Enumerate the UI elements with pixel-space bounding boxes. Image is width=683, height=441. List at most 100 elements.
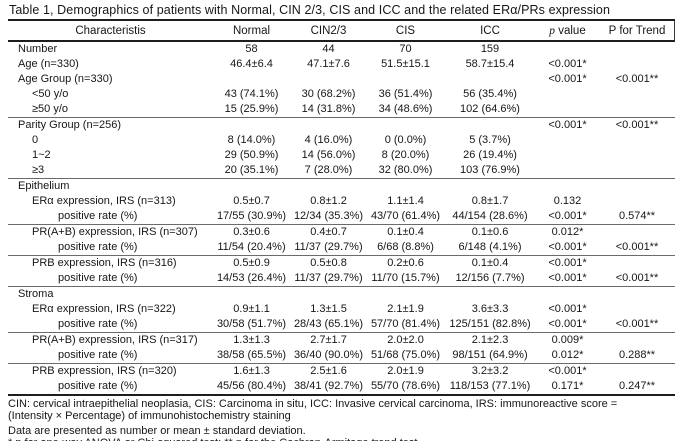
table-row: positive rate (%) 14/53 (26.4%) 11/37 (29.… [8,271,675,286]
cell-cis: 2.0±2.0 [387,334,424,346]
table-row: Age (n=330) 46.4±6.4 47.1±7.6 51.5±15.1 58.7… [8,57,675,72]
cell-p-value: <0.001* [548,73,587,85]
cell-p-value: <0.001* [548,272,587,284]
cell-p-value [536,179,599,194]
table-row: Stroma [8,286,675,302]
cell-icc: 102 (64.6%) [460,103,520,115]
cell-cin23: 1.3±1.5 [310,303,347,315]
cell-p-for-trend: 0.574** [618,210,656,222]
table-row: PR(A+B) expression, IRS (n=307) 0.3±0.6 0.… [8,224,675,240]
cell-cis: 8 (20.0%) [381,149,430,161]
cell-cis [367,179,444,194]
cell-p-for-trend: <0.001** [615,119,659,131]
row-label: PR(A+B) expression, IRS (n=307) [32,226,198,238]
row-label: Stroma [18,288,54,300]
cell-icc: 3.6±3.3 [471,303,509,315]
column-header-p-for-trend: P for Trend [608,24,666,37]
cell-cin23: 11/37 (29.7%) [294,272,363,284]
cell-p-for-trend [599,302,675,317]
cell-normal: 0.5±0.7 [233,195,270,207]
cell-normal: 58 [245,43,258,55]
cell-p-value: <0.001* [548,303,587,315]
cell-p-value [536,148,599,163]
cell-p-for-trend [599,194,675,209]
cell-cis: 2.0±1.9 [387,365,424,377]
cell-normal: 11/54 (20.4%) [217,241,286,253]
cell-icc: 118/153 (77.1%) [449,380,531,392]
cell-cin23: 4 (16.0%) [304,134,353,146]
table-row: 0 8 (14.0%) 4 (16.0%) 0 (0.0%) 5 (3.7%) [8,133,675,148]
table-row: positive rate (%) 30/58 (51.7%) 28/43 (65.… [8,317,675,332]
cell-normal: 0.3±0.6 [233,226,270,238]
cell-icc: 0.8±1.7 [471,195,509,207]
table-title: Table 1, Demographics of patients with N… [8,0,675,21]
cell-p-value: 0.012* [551,226,584,238]
cell-p-value [536,163,599,178]
cell-p-value: <0.001* [548,257,587,269]
row-label: 1~2 [32,149,51,161]
table-row: PRB expression, IRS (n=320) 1.6±1.3 2.5±1.… [8,363,675,379]
table-row: positive rate (%) 17/55 (30.9%) 12/34 (35.… [8,209,675,224]
row-label: PRB expression, IRS (n=320) [32,365,177,377]
column-header-characteristics: Characteristis [75,24,146,37]
cell-normal: 29 (50.9%) [224,149,279,161]
cell-p-value [536,42,599,57]
cell-p-for-trend: <0.001** [615,318,659,330]
table-row: ERα expression, IRS (n=313) 0.5±0.7 0.8±1.… [8,194,675,209]
cell-normal: 1.6±1.3 [233,365,270,377]
cell-icc [444,287,536,302]
cell-cin23: 0.8±1.2 [310,195,347,207]
cell-normal [213,72,290,87]
cell-cis: 43/70 (61.4%) [370,210,441,222]
cell-normal: 38/58 (65.5%) [216,349,287,361]
cell-cin23: 36/40 (90.0%) [293,349,364,361]
cell-icc: 44/154 (28.6%) [452,210,528,222]
cell-p-for-trend [599,87,675,102]
cell-p-value [536,133,599,148]
cell-normal [213,118,290,133]
cell-icc: 159 [480,43,500,55]
cell-p-for-trend [599,57,675,72]
cell-icc: 3.2±3.2 [471,365,509,377]
row-label: PR(A+B) expression, IRS (n=317) [32,334,198,346]
table-row: <50 y/o 43 (74.1%) 30 (68.2%) 36 (51.4%) 56 … [8,87,675,102]
cell-cis [367,118,444,133]
cell-p-for-trend [599,133,675,148]
cell-cis: 1.1±1.4 [387,195,424,207]
cell-normal: 15 (25.9%) [224,103,279,115]
row-label: positive rate (%) [58,241,138,253]
cell-p-value: <0.001* [548,365,587,377]
cell-p-for-trend [599,225,675,240]
table-row: PRB expression, IRS (n=316) 0.5±0.9 0.5±0.… [8,255,675,271]
cell-normal: 45/56 (80.4%) [216,380,287,392]
table-row: ERα expression, IRS (n=322) 0.9±1.1 1.3±1.… [8,302,675,317]
table-body: Number 58 44 70 159 Age (n=330) 46.4±6.4 47.1±7… [8,42,675,396]
row-label: ERα expression, IRS (n=313) [32,195,176,207]
footnote-abbreviations-line1: CIN: cervical intraepithelial neoplasia,… [8,398,618,410]
row-label: positive rate (%) [58,380,138,392]
cell-p-value [536,287,599,302]
cell-p-for-trend: 0.247** [618,380,656,392]
table-row: positive rate (%) 38/58 (65.5%) 36/40 (90.… [8,348,675,363]
cell-p-for-trend: 0.288** [618,349,656,361]
cell-icc [444,179,536,194]
cell-cin23: 12/34 (35.3%) [293,210,364,222]
column-header-cis: CIS [395,24,416,37]
cell-cin23: 2.5±1.6 [310,365,347,377]
row-label: ≥3 [32,164,45,176]
cell-icc: 125/151 (82.8%) [449,318,531,330]
table-row: Epithelium [8,178,675,194]
cell-cin23 [290,72,367,87]
cell-p-for-trend: <0.001** [615,272,659,284]
cell-p-value: <0.001* [548,210,587,222]
table-row: ≥50 y/o 15 (25.9%) 14 (31.8%) 34 (48.6%) 102… [8,102,675,117]
cell-p-value: <0.001* [548,119,587,131]
table-footnotes: CIN: cervical intraepithelial neoplasia,… [8,396,675,441]
row-label: positive rate (%) [58,210,138,222]
row-label: Age Group (n=330) [18,73,113,85]
cell-cin23 [290,179,367,194]
table-row: positive rate (%) 45/56 (80.4%) 38/41 (92.… [8,379,675,394]
cell-cin23: 2.7±1.7 [310,334,347,346]
cell-icc: 2.1±2.3 [471,334,509,346]
